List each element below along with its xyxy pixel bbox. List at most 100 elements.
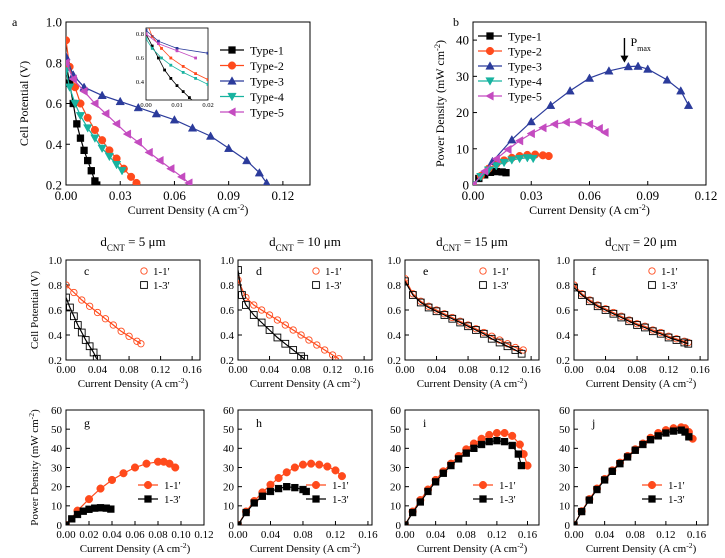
- data-point: [66, 58, 70, 68]
- series-group: [238, 266, 343, 360]
- inset-data-point: [157, 42, 160, 45]
- y-tick-label: 0.4: [556, 330, 570, 342]
- y-tick-label: 20: [223, 482, 235, 494]
- inset-data-point: [163, 68, 166, 72]
- data-point: [565, 86, 575, 95]
- legend-marker: [485, 61, 495, 70]
- data-point: [424, 303, 433, 312]
- x-axis-label: Current Density (A cm-2): [586, 541, 697, 556]
- panel-label: f: [592, 264, 596, 278]
- data-point: [282, 468, 291, 477]
- series-line-1-3': [238, 269, 305, 360]
- data-point: [238, 276, 242, 284]
- series-line-1-3': [574, 429, 690, 525]
- y-tick-label: 0.2: [556, 355, 570, 367]
- series-group: [473, 61, 694, 185]
- panel-j: 0.00 0.04 0.08 0.12 0.16 0 10 20 30 40 50 60 Current…: [559, 405, 709, 556]
- inset-data-point: [206, 83, 208, 86]
- data-point: [111, 161, 122, 170]
- panel-b: 0.00 0.03 0.06 0.09 0.12 0 10 20 30 40 Current Den…: [433, 15, 718, 217]
- legend-label: 1-3': [499, 494, 516, 506]
- legend-label: 1-3': [332, 494, 349, 506]
- legend-marker: [227, 76, 237, 85]
- inset-data-point: [157, 56, 160, 60]
- x-tick-label: 0.06: [125, 529, 145, 541]
- inset-data-point: [197, 105, 200, 108]
- series-group: [66, 457, 180, 525]
- legend-marker: [479, 267, 487, 275]
- x-tick-label: 0.04: [261, 529, 281, 541]
- data-point: [90, 134, 100, 143]
- panels-layer: 0.00 0.03 0.06 0.09 0.12 0.2 0.4 0.6 0.8 1.0 Curre…: [12, 15, 717, 555]
- y-tick-label: 10: [456, 141, 469, 156]
- data-point: [517, 349, 526, 358]
- data-point: [90, 125, 99, 135]
- data-point: [609, 309, 618, 318]
- x-tick-label: 0.04: [102, 529, 122, 541]
- legend-marker: [647, 480, 657, 490]
- data-point: [503, 144, 512, 155]
- inset-data-point: [169, 56, 173, 60]
- panel-label: g: [84, 416, 90, 430]
- legend-label: 1-1': [499, 480, 516, 492]
- data-point: [70, 288, 78, 297]
- data-point: [681, 428, 689, 436]
- data-point: [477, 440, 486, 449]
- x-tick-label: 0.16: [358, 529, 378, 541]
- data-point: [96, 484, 105, 493]
- x-tick-label: 0.00: [56, 529, 76, 541]
- data-point: [680, 338, 689, 347]
- x-tick-label: 0.12: [272, 188, 295, 203]
- data-point: [242, 155, 252, 165]
- x-tick-label: 0.00: [462, 188, 485, 203]
- data-point: [119, 469, 128, 478]
- series-line-1-1': [574, 284, 689, 344]
- legend-marker: [140, 267, 148, 275]
- series-line-1-1': [574, 426, 694, 525]
- data-point: [495, 338, 504, 347]
- data-point: [503, 342, 512, 351]
- y-axis-label: Cell Potential (V): [17, 61, 31, 146]
- y-tick-label: 0.8: [387, 280, 401, 292]
- data-point: [144, 147, 153, 158]
- x-tick-label: 0.00: [395, 529, 415, 541]
- x-tick-label: 0.00: [228, 364, 248, 376]
- y-tick-label: 0.2: [48, 355, 62, 367]
- data-point: [646, 436, 655, 444]
- data-point: [257, 306, 266, 314]
- inset-data-point: [169, 77, 173, 80]
- y-tick-label: 0.2: [387, 355, 401, 367]
- data-point: [68, 515, 76, 523]
- y-tick-label: 0.2: [220, 355, 234, 367]
- data-point: [648, 327, 657, 336]
- data-point: [639, 440, 647, 449]
- data-point: [526, 128, 535, 139]
- series-line-1-3': [238, 486, 307, 525]
- data-point: [616, 460, 624, 468]
- series-group: [574, 281, 693, 348]
- inset-data-point: [150, 35, 154, 38]
- x-tick-label: 0.04: [427, 364, 447, 376]
- data-point: [574, 521, 578, 525]
- data-point: [92, 354, 101, 360]
- data-point: [104, 152, 115, 162]
- data-point: [289, 346, 298, 354]
- series-group: [405, 428, 532, 525]
- inset-data-point: [169, 63, 173, 67]
- data-point: [98, 136, 107, 145]
- y-tick-label: 0.8: [220, 280, 234, 292]
- data-point: [78, 296, 86, 304]
- data-point: [133, 137, 142, 147]
- data-point: [66, 51, 71, 61]
- data-point: [187, 123, 198, 132]
- y-axis-label: Power Density (mW cm-2): [433, 40, 448, 167]
- y-tick-label: 40: [223, 443, 235, 455]
- panel-header: dCNT = 20 μm: [605, 234, 677, 253]
- data-point: [66, 36, 71, 45]
- y-tick-label: 50: [559, 424, 571, 436]
- data-point: [68, 74, 77, 84]
- x-tick-label: 0.16: [182, 364, 202, 376]
- x-tick-label: 0.04: [595, 529, 615, 541]
- y-tick-label: 20: [456, 105, 469, 120]
- x-tick-label: 0.12: [326, 529, 345, 541]
